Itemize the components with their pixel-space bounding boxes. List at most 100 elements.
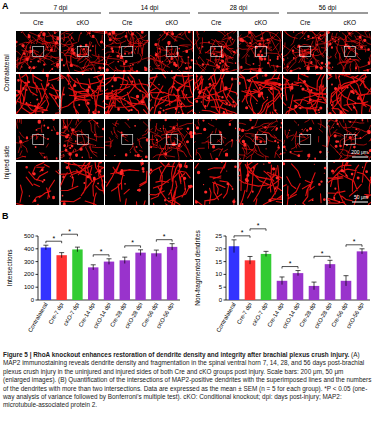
error-bar: [360, 249, 365, 254]
cell-texture: [150, 119, 193, 156]
significance-label: *: [321, 250, 324, 257]
micrograph: [14, 117, 68, 165]
dendrite-texture: [139, 141, 199, 229]
error-bar: [312, 282, 317, 290]
error-bar: [122, 257, 127, 263]
y-axis: [38, 236, 39, 300]
significance-label: *: [353, 238, 356, 245]
bar: [357, 251, 368, 300]
cell-texture: [16, 30, 61, 70]
y-tick-label: 10: [215, 271, 222, 277]
time-point: 7 dpi: [53, 4, 67, 12]
cell-texture: [284, 73, 327, 113]
bar: [229, 246, 240, 300]
y-tick-label: 0: [219, 297, 223, 303]
y-tick-label: 400: [24, 246, 35, 252]
enlarge-box: [33, 47, 44, 57]
y-axis: [226, 236, 227, 300]
micrograph-bg: [105, 119, 149, 160]
dendrite-texture: [283, 118, 329, 162]
scale-bar: [352, 202, 368, 203]
scale-bar-label: 200 μm: [351, 149, 368, 155]
header-line: [198, 13, 279, 14]
caption-title: Figure 5 | RhoA knockout enhances restor…: [3, 351, 349, 358]
enlarge-box: [122, 135, 133, 145]
enlarge-box: [77, 135, 88, 145]
y-tick-label: 5: [219, 284, 223, 290]
bar: [135, 253, 145, 300]
enlarge-box: [255, 47, 266, 57]
bar: [325, 264, 336, 300]
header-line: [20, 13, 101, 14]
dendrite-texture: [274, 164, 321, 210]
time-point: 56 dpi: [319, 4, 337, 12]
cell-texture: [60, 161, 102, 206]
y-tick-label: 300: [24, 259, 35, 265]
enlarge-box: [211, 47, 222, 57]
cell-texture: [149, 164, 192, 202]
significance-label: *: [163, 233, 166, 240]
cell-texture: [198, 37, 236, 72]
dendrite-texture: [17, 162, 68, 207]
dendrite-texture: [53, 109, 113, 169]
y-axis-label: Non-fragmented dendrites: [194, 229, 202, 305]
error-bar: [232, 240, 237, 253]
row-label: Contralateral: [3, 54, 10, 92]
cell-texture: [114, 118, 148, 161]
micrograph: [274, 162, 327, 210]
cell-texture: [238, 119, 283, 159]
dendrite-texture: [314, 108, 375, 166]
significance-label: *: [289, 260, 292, 267]
error-bar: [75, 247, 80, 252]
y-tick: [36, 236, 39, 237]
scale-bar-label: 50 μm: [354, 194, 368, 200]
error-bar: [170, 244, 175, 250]
cell-texture: [240, 30, 283, 72]
significance-label: *: [131, 239, 134, 246]
y-axis-label: Intersections: [6, 249, 13, 287]
significance-label: *: [257, 222, 260, 229]
cell-texture: [331, 161, 369, 203]
x-tick-label: Contralateral: [215, 302, 237, 334]
cell-texture: [328, 73, 370, 115]
cell-texture: [105, 77, 149, 111]
group-label: cKO: [76, 19, 89, 26]
bar: [88, 267, 98, 300]
enlarge-box: [122, 47, 133, 57]
cell-texture: [120, 162, 149, 192]
y-tick: [36, 248, 39, 249]
y-tick-label: 500: [24, 233, 35, 239]
bar: [293, 273, 304, 300]
x-tick-label: Contralateral: [27, 302, 49, 334]
time-point: 14 dpi: [141, 4, 159, 12]
bar: [167, 247, 177, 300]
y-tick: [36, 261, 39, 262]
y-tick: [36, 287, 39, 288]
group-label: cKO: [254, 19, 267, 26]
micrograph-bg: [283, 162, 327, 205]
cell-texture: [282, 31, 327, 72]
bar: [261, 254, 272, 300]
x-tick-label: Cre-7 dpi: [47, 302, 64, 326]
plot-area: [229, 240, 368, 300]
cell-texture: [193, 118, 236, 160]
micrograph-bg: [16, 119, 60, 160]
y-tick: [224, 287, 227, 288]
error-bar: [43, 245, 48, 250]
y-tick-label: 100: [24, 284, 35, 290]
header-line: [287, 13, 368, 14]
y-tick: [224, 248, 227, 249]
enlarge-box: [211, 135, 222, 145]
y-tick-label: 20: [215, 246, 222, 252]
enlarge-box: [300, 135, 311, 145]
bar: [72, 249, 82, 300]
cell-texture: [283, 124, 322, 159]
header-line: [109, 13, 190, 14]
scale-bar: [352, 157, 368, 158]
cell-texture: [333, 119, 372, 154]
significance-label: *: [68, 228, 71, 235]
y-tick-label: 0: [31, 297, 35, 303]
cell-texture: [61, 31, 105, 73]
error-bar: [154, 250, 159, 256]
error-bar: [59, 253, 64, 258]
